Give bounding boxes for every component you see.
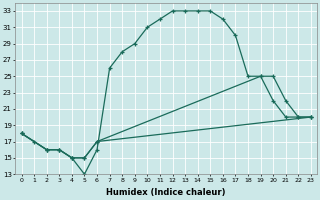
X-axis label: Humidex (Indice chaleur): Humidex (Indice chaleur) — [107, 188, 226, 197]
